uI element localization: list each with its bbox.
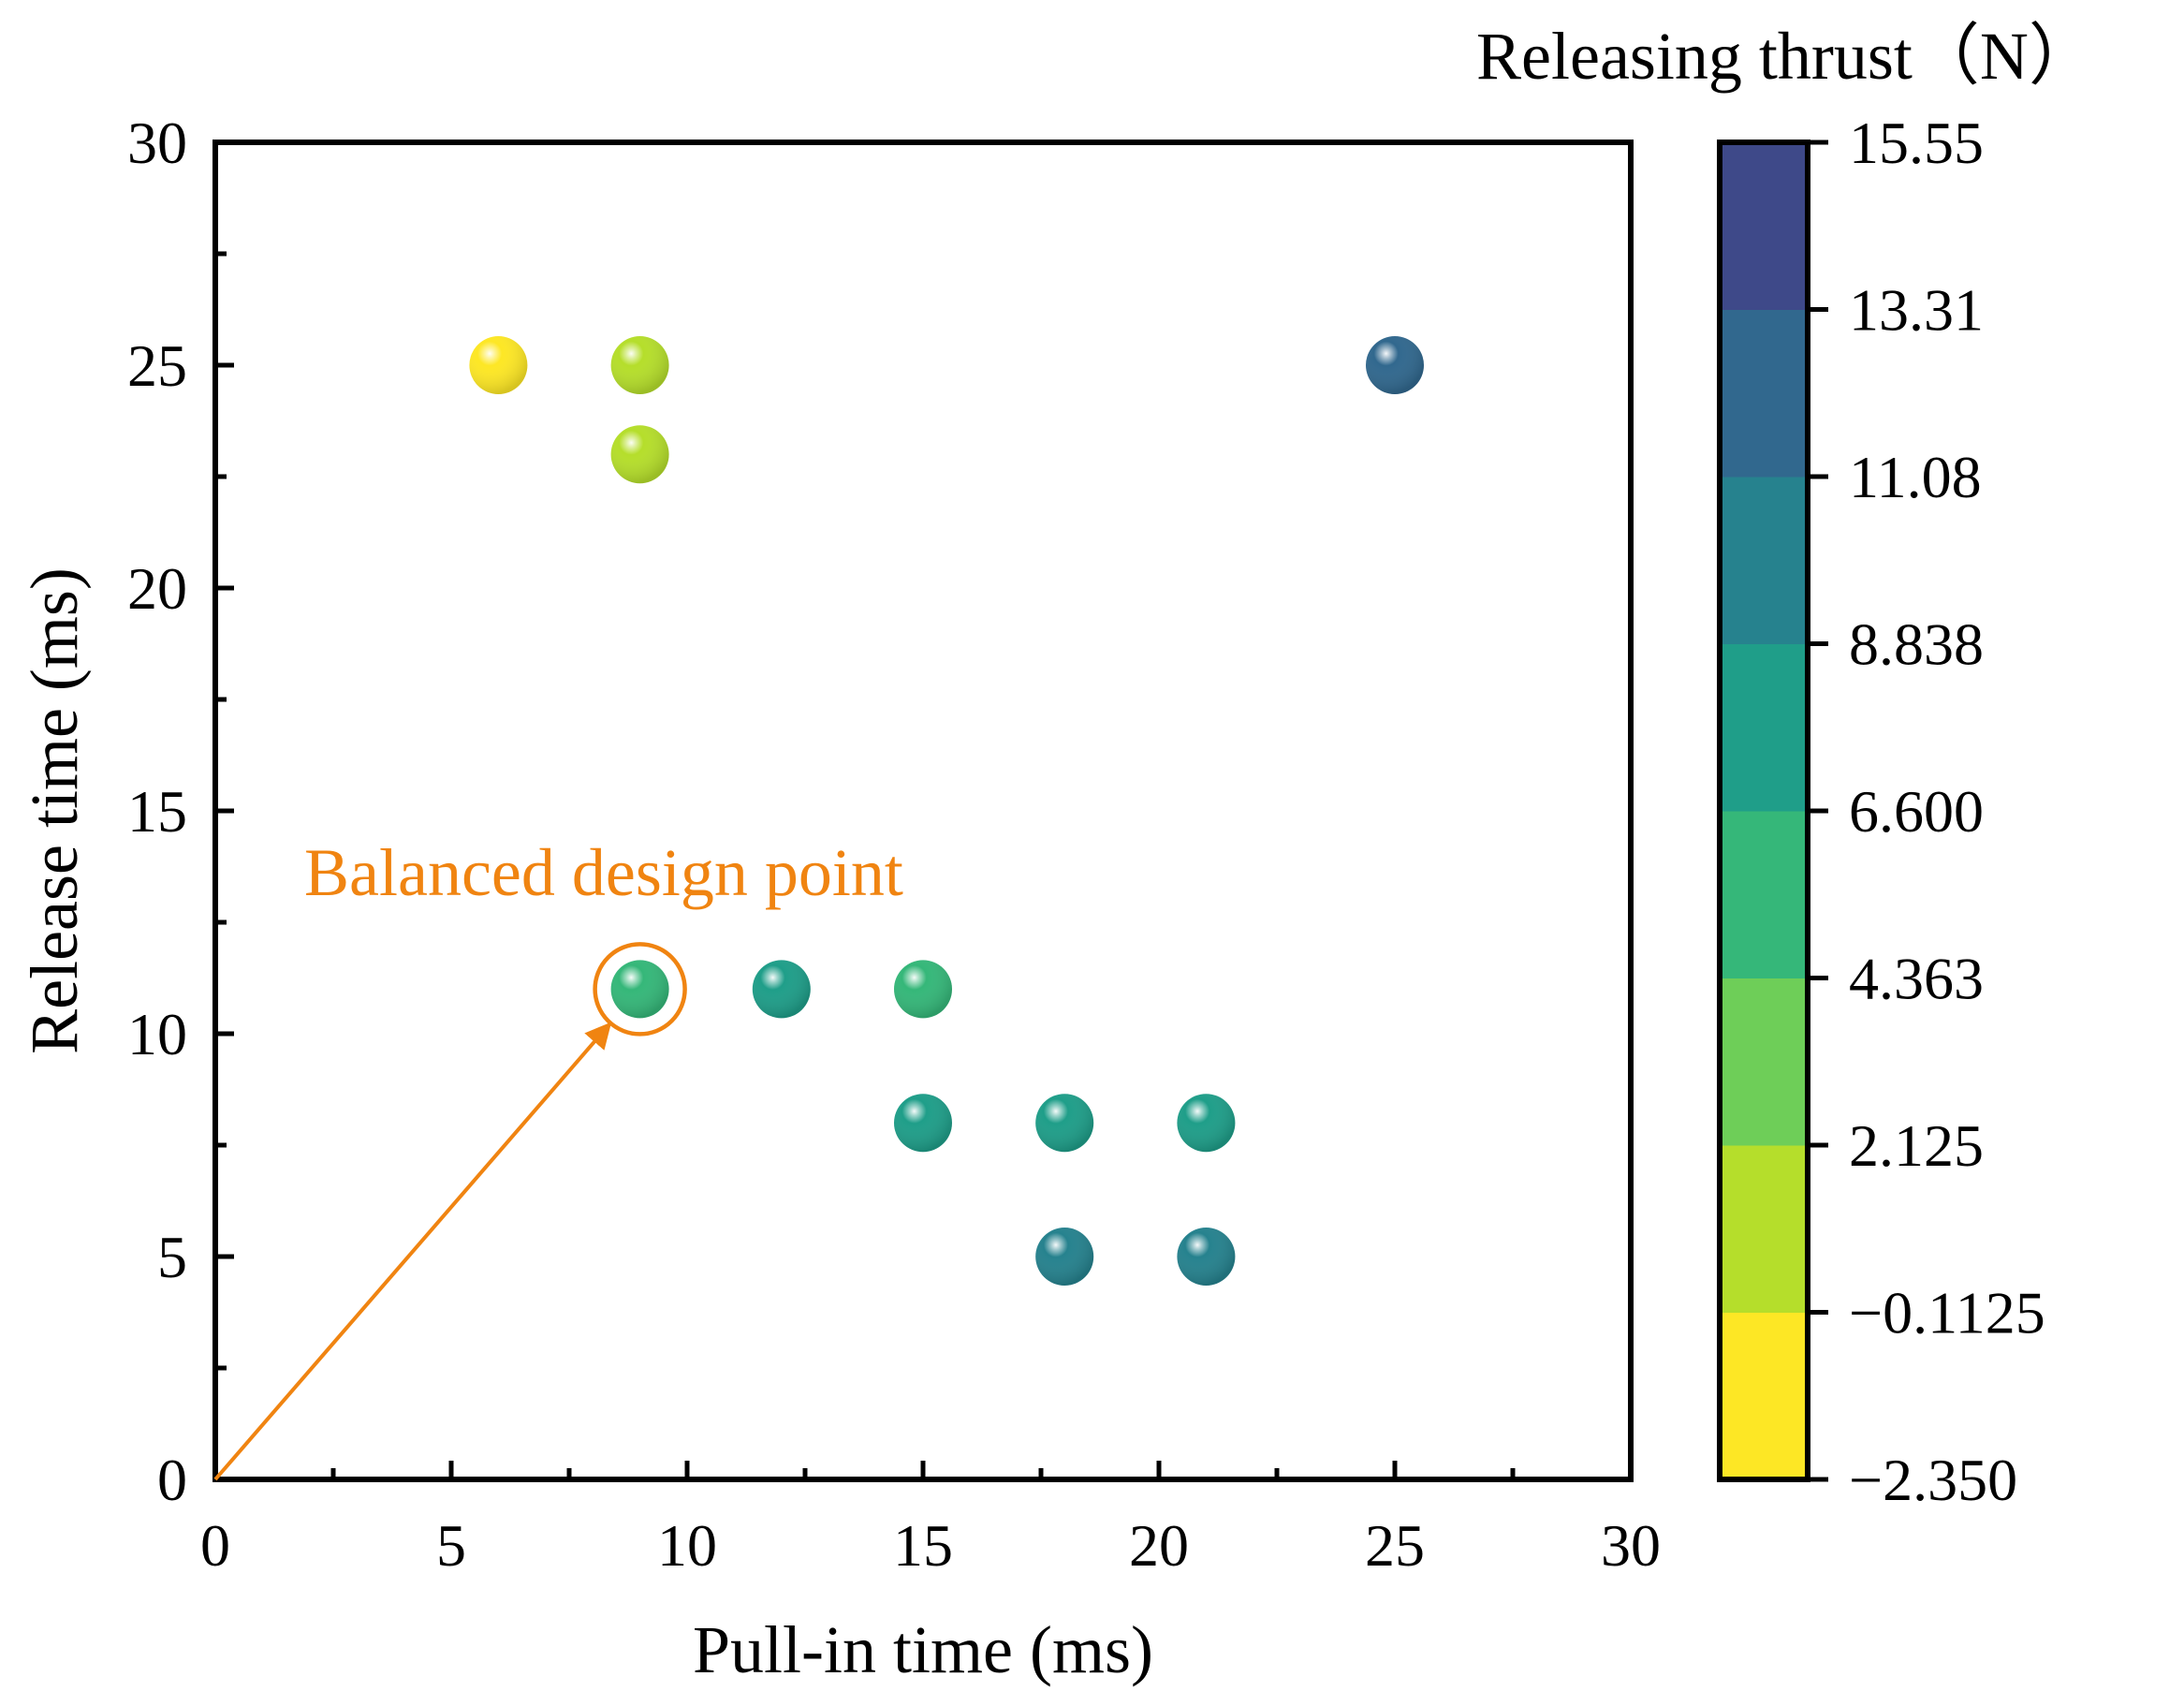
data-point <box>1177 1094 1236 1153</box>
y-axis-ticks <box>215 140 234 1482</box>
y-tick-label: 10 <box>127 1001 187 1067</box>
colorbar-segment <box>1720 643 1808 812</box>
x-tick-label: 5 <box>436 1512 466 1579</box>
data-point <box>1177 1228 1236 1286</box>
annotation-arrow <box>213 1022 612 1481</box>
colorbar-segment <box>1720 309 1808 478</box>
colorbar-label: −0.1125 <box>1849 1280 2045 1346</box>
data-points <box>469 336 1424 1286</box>
data-point <box>610 336 669 394</box>
x-tick-label: 0 <box>200 1512 230 1579</box>
x-axis-title: Pull-in time (ms) <box>693 1612 1153 1687</box>
annotation-circle <box>593 942 687 1037</box>
data-point <box>752 960 811 1019</box>
x-tick-label: 25 <box>1365 1512 1425 1579</box>
y-tick-label: 15 <box>127 778 187 845</box>
x-tick-label: 30 <box>1601 1512 1661 1579</box>
y-tick-label: 30 <box>127 110 187 176</box>
y-axis-tick-labels: 0 5 10 15 20 25 30 <box>127 110 187 1513</box>
y-axis-title: Release time (ms) <box>17 567 92 1054</box>
data-point <box>610 425 669 484</box>
data-point <box>1035 1094 1094 1153</box>
data-point <box>1366 336 1424 394</box>
colorbar: −2.350 −0.1125 2.125 4.363 6.600 8.838 11.08 13… <box>1717 110 2045 1513</box>
colorbar-segment <box>1720 811 1808 978</box>
colorbar-label: 13.31 <box>1849 277 1984 344</box>
colorbar-label: 8.838 <box>1849 611 1984 678</box>
y-tick-label: 5 <box>157 1224 187 1290</box>
colorbar-label: 11.08 <box>1849 444 1982 510</box>
colorbar-title: Releasing thrust（N） <box>1476 19 2096 94</box>
x-tick-label: 20 <box>1129 1512 1189 1579</box>
y-tick-label: 20 <box>127 555 187 622</box>
colorbar-segment <box>1720 142 1808 310</box>
x-tick-label: 10 <box>657 1512 717 1579</box>
data-point <box>469 336 528 394</box>
colorbar-segment <box>1720 1145 1808 1313</box>
colorbar-label: 2.125 <box>1849 1112 1984 1179</box>
plot-area <box>213 140 1634 1482</box>
x-axis-ticks <box>213 1461 1634 1479</box>
colorbar-segment <box>1720 1312 1808 1480</box>
y-tick-label: 25 <box>127 332 187 399</box>
x-axis-tick-labels: 0 5 10 15 20 25 30 <box>200 1512 1661 1579</box>
data-point <box>1035 1228 1094 1286</box>
annotation-label: Balanced design point <box>304 835 903 910</box>
colorbar-label: 15.55 <box>1849 110 1984 176</box>
x-tick-label: 15 <box>893 1512 953 1579</box>
colorbar-segment <box>1720 978 1808 1146</box>
data-point <box>894 960 952 1019</box>
data-point <box>894 1094 952 1153</box>
colorbar-segment <box>1720 477 1808 644</box>
colorbar-label: 6.600 <box>1849 778 1984 845</box>
colorbar-label: −2.350 <box>1849 1447 2017 1513</box>
colorbar-label: 4.363 <box>1849 946 1984 1012</box>
y-tick-label: 0 <box>157 1447 187 1513</box>
data-point <box>610 960 669 1019</box>
